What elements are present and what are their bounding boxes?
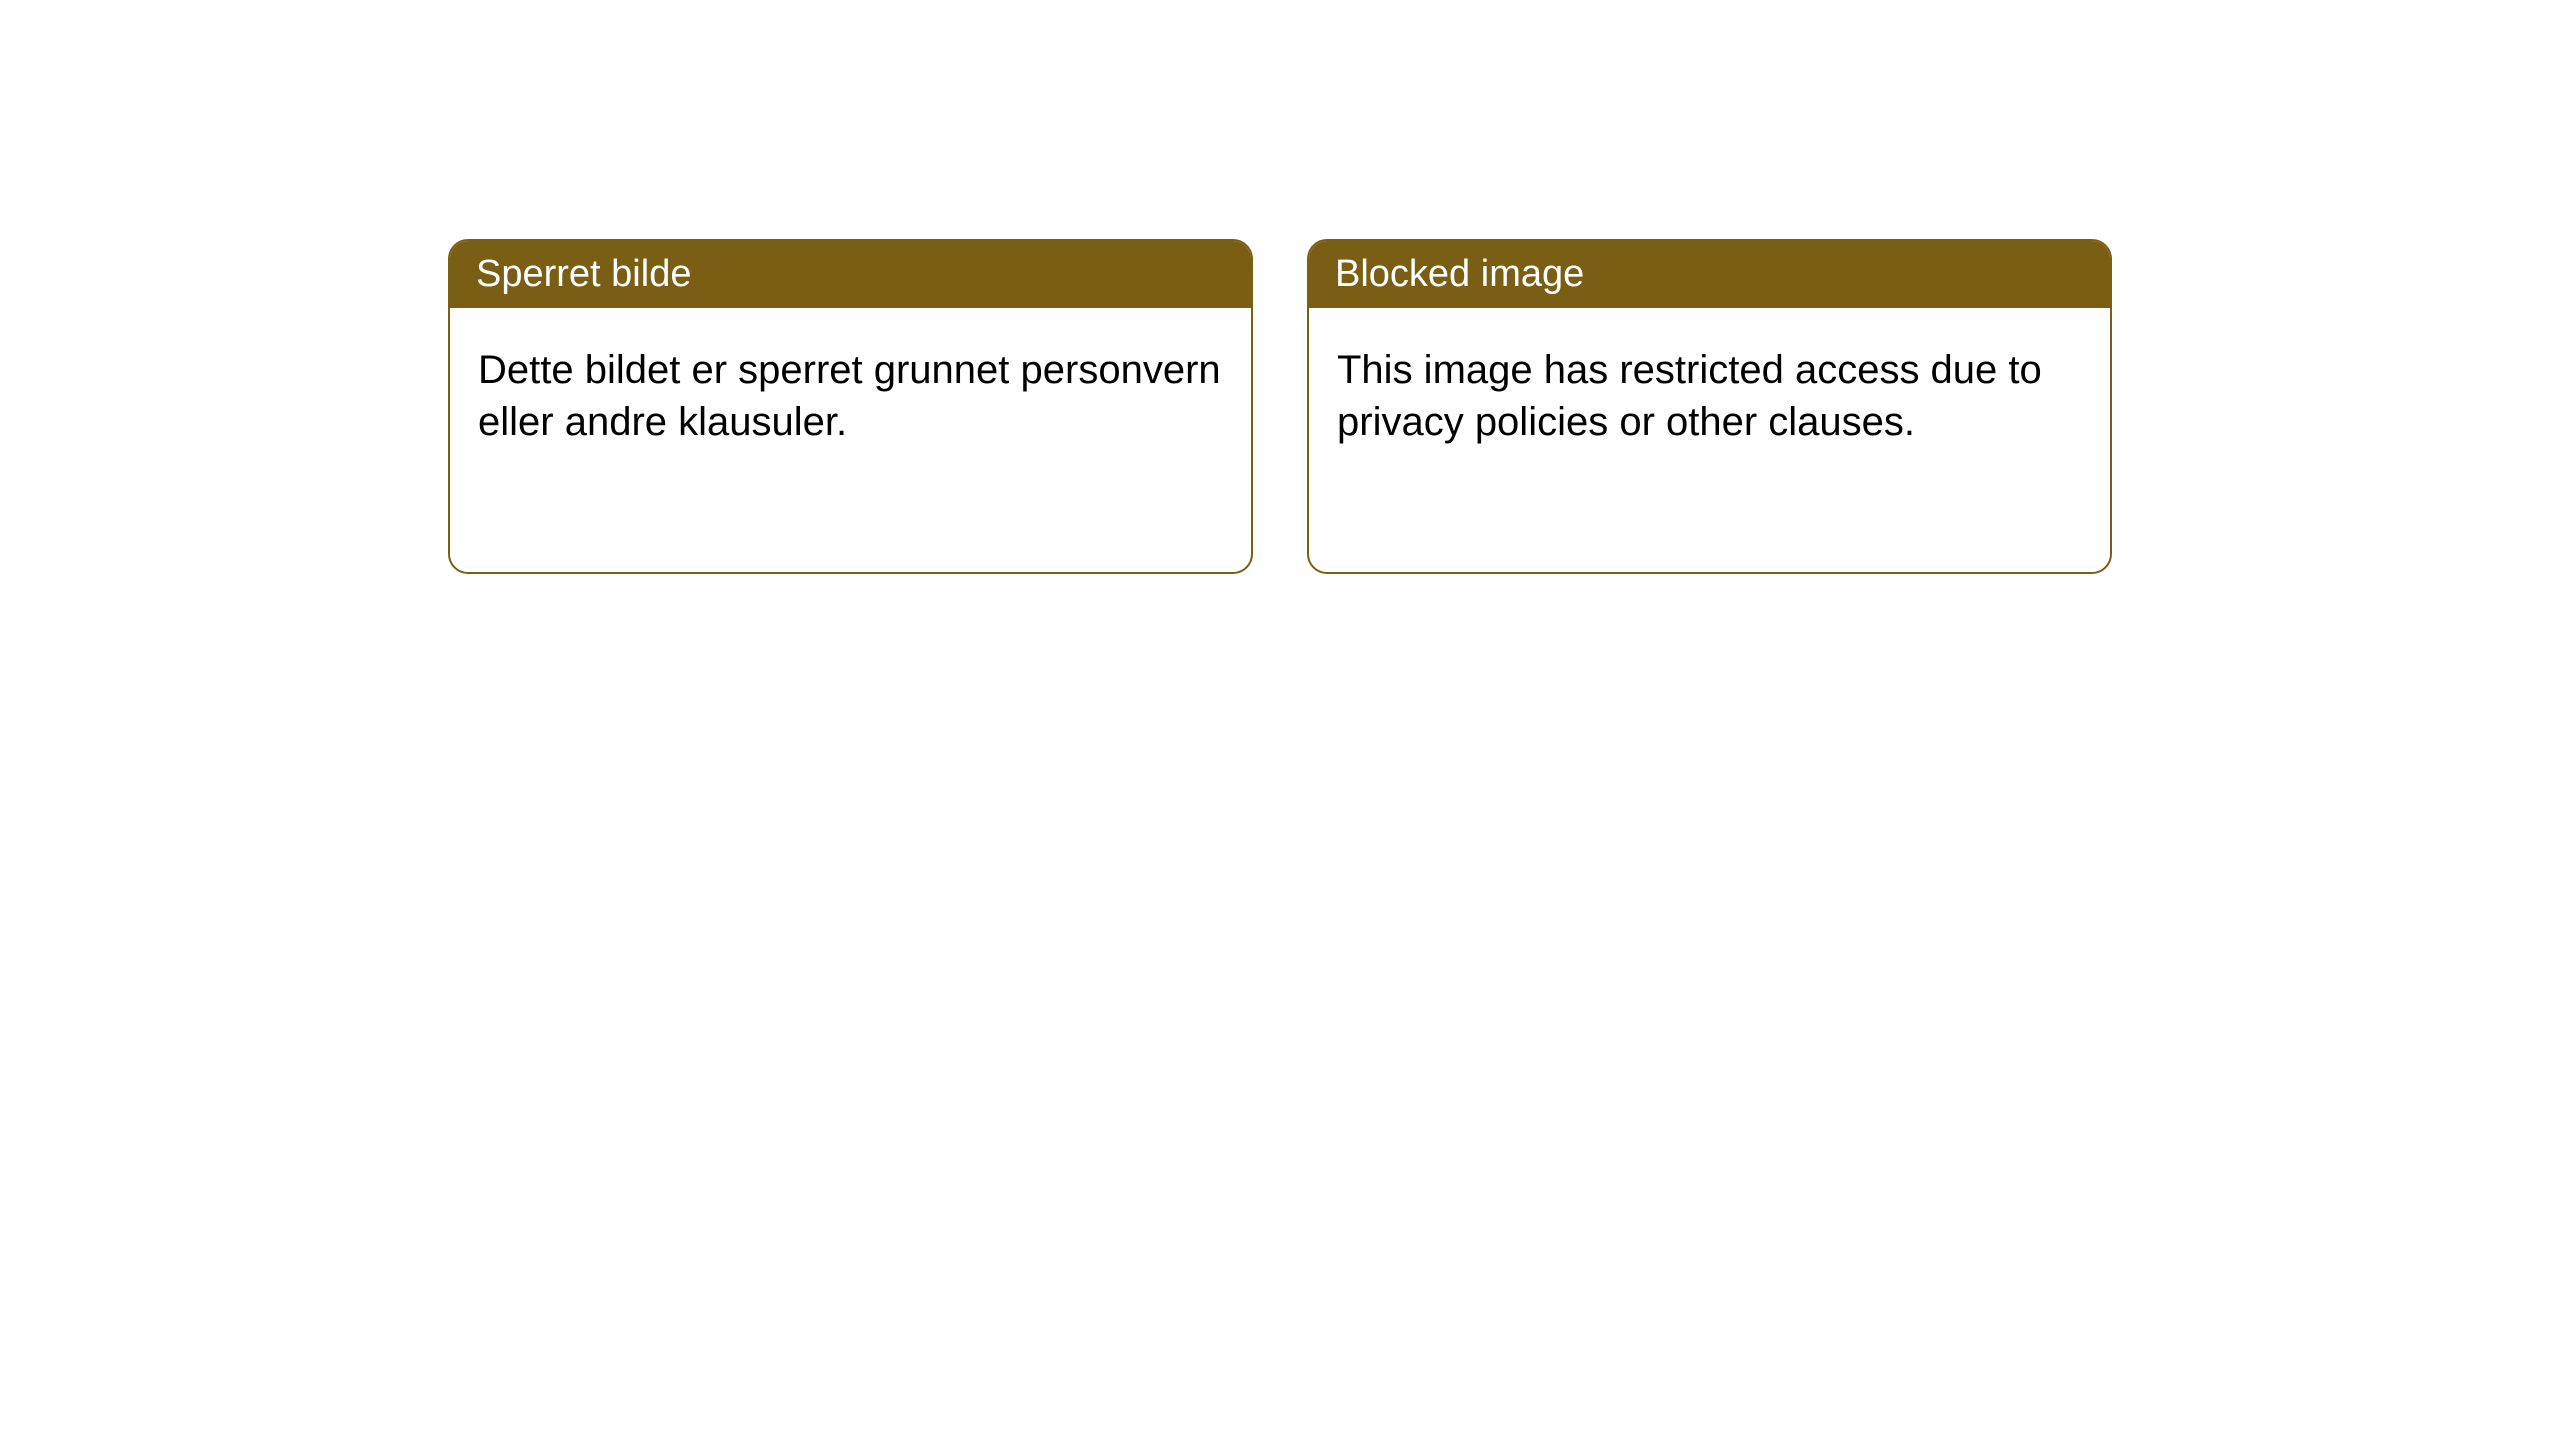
notice-body-norwegian: Dette bildet er sperret grunnet personve…	[450, 308, 1251, 484]
notice-card-english: Blocked image This image has restricted …	[1307, 239, 2112, 574]
notice-container: Sperret bilde Dette bildet er sperret gr…	[0, 0, 2560, 574]
notice-body-english: This image has restricted access due to …	[1309, 308, 2110, 484]
notice-header-norwegian: Sperret bilde	[450, 241, 1251, 308]
notice-card-norwegian: Sperret bilde Dette bildet er sperret gr…	[448, 239, 1253, 574]
notice-header-english: Blocked image	[1309, 241, 2110, 308]
